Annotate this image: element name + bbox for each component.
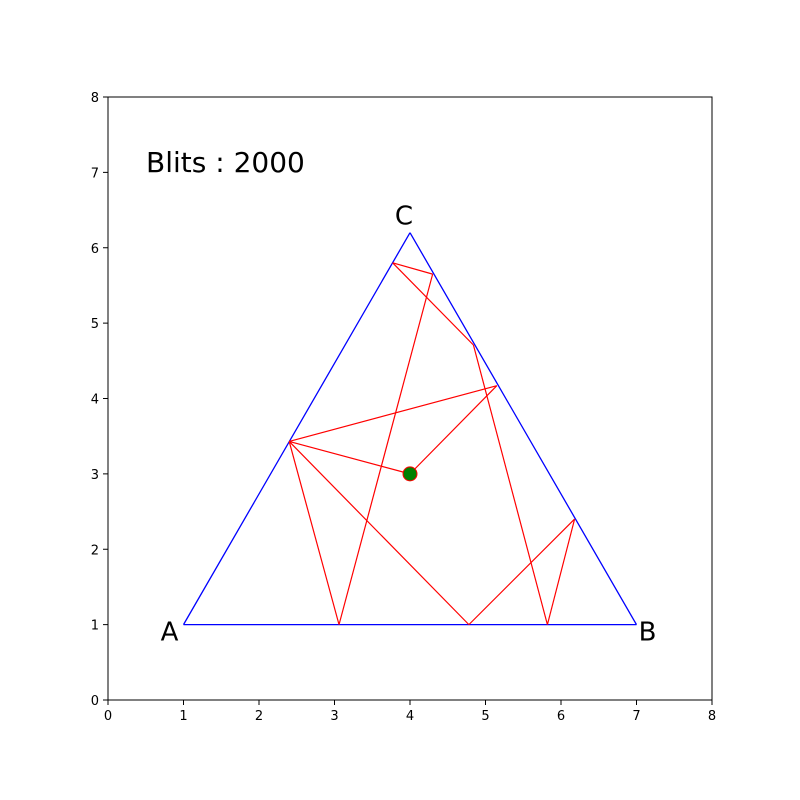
y-tick-label: 5	[91, 317, 99, 332]
y-tick-label: 0	[91, 694, 99, 709]
x-tick-label: 3	[330, 709, 338, 724]
x-tick-label: 2	[255, 709, 263, 724]
x-axis-ticks: 0 1 2 3 4 5 6 7 8	[104, 700, 716, 724]
x-tick-label: 4	[406, 709, 414, 724]
path-segment	[289, 385, 497, 443]
y-tick-label: 3	[91, 468, 99, 483]
y-tick-label: 2	[91, 543, 99, 558]
blits-annotation: Blits : 2000	[146, 146, 305, 179]
path-segment	[392, 262, 433, 275]
vertex-label-b: B	[639, 618, 657, 648]
vertex-labels: A B C	[161, 202, 657, 648]
start-point-layer	[402, 466, 418, 482]
vertex-label-c: C	[395, 202, 413, 232]
x-tick-label: 8	[708, 709, 716, 724]
triangle-edge-BC	[409, 232, 638, 625]
y-tick-label: 6	[91, 242, 99, 257]
path-segment	[338, 273, 434, 625]
y-tick-label: 8	[91, 91, 99, 106]
triangle-edge-CA	[182, 232, 411, 625]
vertex-label-a: A	[161, 618, 179, 648]
path-segment	[288, 441, 470, 626]
x-tick-label: 1	[179, 709, 187, 724]
y-tick-label: 7	[91, 166, 99, 181]
x-tick-label: 6	[557, 709, 565, 724]
path-segment	[546, 518, 576, 625]
plot-area: 0 1 2 3 4 5 6 7 8 0 1 2 3 4 5 6 7 8 A B C Blits : 2000	[91, 91, 716, 724]
path-segment	[472, 344, 548, 625]
x-tick-label: 0	[104, 709, 112, 724]
path-segment	[468, 518, 576, 626]
path-segment	[409, 385, 498, 475]
triangle	[182, 232, 638, 626]
path-segment	[392, 262, 474, 346]
path-segment	[288, 441, 340, 625]
bounce-path	[288, 262, 576, 626]
y-tick-label: 4	[91, 393, 99, 408]
path-segment	[289, 440, 411, 475]
y-axis-ticks: 0 1 2 3 4 5 6 7 8	[91, 91, 108, 709]
y-tick-label: 1	[91, 619, 99, 634]
x-tick-label: 5	[481, 709, 489, 724]
x-tick-label: 7	[632, 709, 640, 724]
start-point	[402, 466, 418, 482]
